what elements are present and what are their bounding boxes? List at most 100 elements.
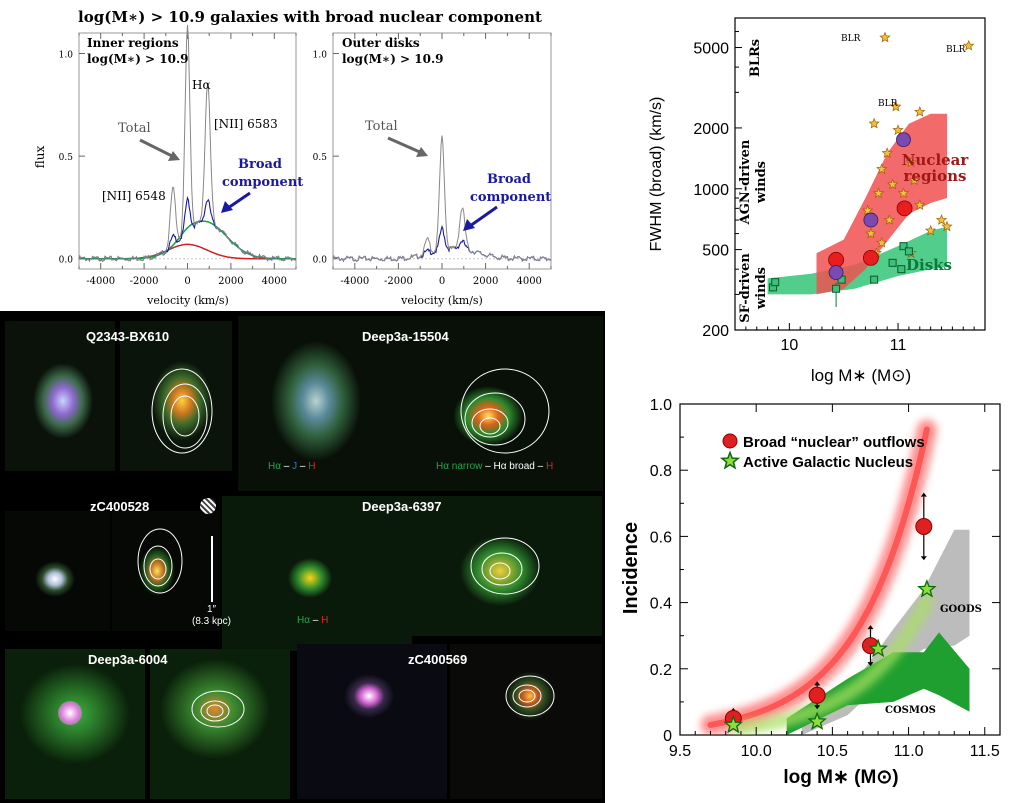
inner-x-tick-labels: -4000 -2000 0 2000 4000 (86, 276, 287, 287)
outer-total-arrowhead (416, 147, 428, 157)
disk-point (904, 247, 913, 256)
legend-outflow-label: Broad “nuclear” outflows (743, 434, 925, 451)
outflow-point (915, 517, 933, 535)
outer-title-1: Outer disks (342, 36, 420, 50)
legend1-j: J (292, 461, 298, 472)
outer-broad-arrow (469, 205, 498, 228)
fwhm-y-axis-label: FWHM (broad) (km/s) (648, 97, 665, 252)
tile-label-deep3a15504: Deep3a-15504 (362, 329, 449, 344)
y-tick-label: 0 (663, 728, 672, 745)
outflow-error-cap (867, 662, 874, 667)
disk-point (897, 265, 906, 274)
spectra-y-tick-labels: 0.0 0.0 0.5 0.5 1.0 1.0 (59, 51, 328, 266)
legend2-halpha-narrow: Hα narrow (436, 461, 483, 472)
y-tick-label: 0.2 (650, 662, 672, 679)
scale-bar (211, 536, 213, 602)
inner-broad-component-line (78, 195, 297, 263)
tile-label-zc400569: zC400569 (408, 652, 468, 667)
agn-star (890, 100, 902, 112)
y-tick-label: 5000 (693, 41, 729, 58)
inner-total-label: Total (118, 121, 151, 136)
left-y-tick-label: 0.5 (59, 153, 74, 163)
tile-deep3a6004-rgb (5, 649, 145, 799)
agn-winds-label-2: winds (754, 161, 769, 204)
agn-star (865, 227, 877, 239)
outer-broad-label-1: Broad (487, 172, 531, 187)
x-tick-label: 10.0 (741, 743, 772, 760)
legend-narrow-broad-h: Hα narrow – Hα broad – H (436, 461, 553, 472)
right-y-tick-label: 0.5 (313, 153, 328, 163)
scale-label-arcsec: 1″ (207, 604, 217, 615)
agn-star (876, 236, 888, 248)
agn-points-group (723, 579, 937, 734)
agn-winds-label-1: AGN-driven (738, 139, 753, 225)
legend1-sep2: – (297, 461, 309, 472)
legend-agn-star-icon (719, 450, 741, 470)
fwhm-x-axis-label: log M∗ (M⊙) (811, 366, 911, 385)
x-tick-label: 11.0 (894, 743, 924, 760)
fwhm-axis-ticks: 10 11 200 500 1000 2000 5000 (693, 31, 975, 354)
scale-label-kpc: (8.3 kpc) (192, 616, 231, 627)
agn-star (908, 174, 920, 186)
outflow-point (808, 686, 826, 704)
x-tick-label: -2000 (384, 276, 413, 287)
tile-label-deep3a6004: Deep3a-6004 (88, 652, 168, 667)
inner-nii6548-label: [NII] 6548 (102, 189, 166, 203)
tile-zc400569-contour (450, 644, 602, 799)
sf-winds-label-1: SF-driven (738, 253, 753, 323)
tile-deep3a6397-rgb (222, 496, 412, 651)
x-tick-label: 11.5 (970, 743, 1000, 760)
agn-star (935, 214, 948, 225)
inner-broad-arrowhead (221, 201, 233, 213)
outer-broad-label-2: component (470, 190, 551, 205)
tile-deep3a6397-contour (412, 496, 602, 636)
legend2-sep2: – (534, 461, 546, 472)
outflow-error-cap (814, 681, 821, 686)
agn-star (879, 31, 891, 43)
nuclear-red-point (862, 249, 879, 266)
inner-total-arrowhead (168, 151, 180, 161)
spectra-title: log(M∗) > 10.9 galaxies with broad nucle… (78, 8, 542, 26)
x-tick-label: 11 (890, 337, 907, 354)
y-tick-label: 1.0 (650, 397, 672, 414)
agn-star (883, 214, 896, 225)
tile-label-q2343: Q2343-BX610 (86, 329, 170, 344)
y-tick-label: 1000 (693, 182, 729, 199)
outer-title-2: log(M∗) > 10.9 (342, 52, 444, 66)
legend-halpha-j-h: Hα – J – H (268, 461, 316, 472)
outer-x-tick-labels: -4000 -2000 0 2000 4000 (340, 276, 542, 287)
nuclear-purple-point (863, 212, 879, 228)
outer-spectrum-frame (332, 32, 552, 270)
tile-deep3a6004-core (58, 701, 82, 725)
outer-total-label: Total (365, 119, 398, 134)
x-tick-label: 10.5 (817, 743, 848, 760)
legend3-h: H (321, 615, 329, 626)
contour-overlays (137, 368, 555, 728)
right-y-tick-label: 0.0 (313, 256, 328, 266)
y-tick-label: 200 (702, 323, 729, 340)
x-tick-label: 10 (780, 337, 798, 354)
legend2-halpha-broad: Hα broad (493, 461, 535, 472)
nuclear-red-points-group (828, 200, 913, 268)
agn-star (914, 199, 926, 210)
agn-star (872, 187, 885, 199)
y-tick-label: 2000 (693, 121, 729, 138)
inner-total-line (78, 24, 297, 262)
tile-deep3a15504-rgb (238, 316, 418, 491)
agn-point (723, 714, 744, 734)
x-tick-label: -2000 (130, 276, 159, 287)
y-tick-label: 500 (702, 243, 729, 260)
blrs-label: BLRs (748, 39, 763, 77)
inner-title-1: Inner regions (87, 36, 179, 50)
incidence-y-axis-label: Incidence (620, 522, 642, 614)
inner-broad-label-2: component (222, 175, 303, 190)
fwhm-chart: 10 11 200 500 1000 2000 5000 FWHM (broad) (km/… (648, 17, 986, 385)
outflow-curve (707, 426, 930, 728)
outer-total-line (332, 135, 552, 263)
inner-broad-green-fit (79, 220, 296, 260)
x-tick-label: 0 (439, 276, 445, 287)
inner-nii6583-label: [NII] 6583 (214, 117, 278, 131)
disks-label: Disks (906, 256, 952, 274)
cosmos-label: COSMOS (885, 705, 936, 716)
inner-spectrum-ticks (78, 33, 297, 269)
